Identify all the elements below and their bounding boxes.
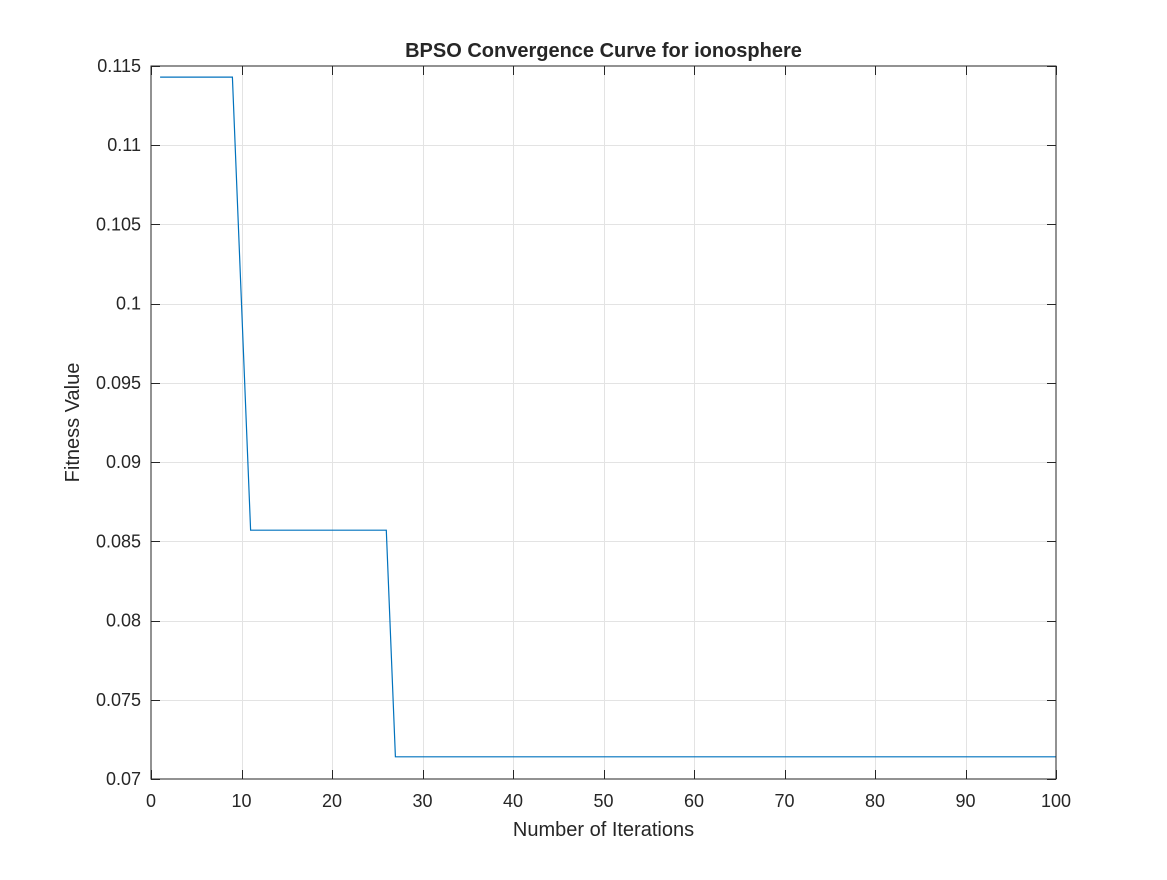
- x-tick-label: 80: [865, 791, 885, 811]
- x-tick-label: 10: [231, 791, 251, 811]
- x-tick-label: 30: [412, 791, 432, 811]
- x-tick-label: 100: [1041, 791, 1071, 811]
- y-tick-label: 0.09: [106, 452, 141, 472]
- x-tick-label: 0: [146, 791, 156, 811]
- y-tick-label: 0.07: [106, 769, 141, 789]
- x-tick-label: 60: [684, 791, 704, 811]
- x-tick-label: 40: [503, 791, 523, 811]
- x-tick-label: 90: [955, 791, 975, 811]
- x-tick-label: 70: [774, 791, 794, 811]
- y-tick-label: 0.1: [116, 294, 141, 314]
- axes-background: [151, 66, 1056, 779]
- x-tick-label: 50: [593, 791, 613, 811]
- y-tick-label: 0.085: [96, 531, 141, 551]
- x-tick-label: 20: [322, 791, 342, 811]
- y-tick-label: 0.08: [106, 611, 141, 631]
- ticks: 0 10 20 30 40 50 60 70 80 90 100 0.07 0.075 0.08 0.085…: [96, 56, 1071, 811]
- y-axis-label: Fitness Value: [62, 363, 84, 483]
- chart-title: BPSO Convergence Curve for ionosphere: [405, 40, 802, 62]
- x-axis-label: Number of Iterations: [513, 819, 694, 841]
- grid: [151, 66, 1056, 779]
- y-tick-label: 0.095: [96, 373, 141, 393]
- y-tick-label: 0.115: [97, 56, 141, 76]
- series-line-1: [160, 76, 1056, 758]
- y-tick-label: 0.075: [96, 690, 141, 710]
- y-tick-label: 0.105: [96, 214, 141, 234]
- y-tick-label: 0.11: [107, 135, 141, 155]
- axes-box: [150, 65, 1057, 780]
- series-layer: [160, 76, 1056, 758]
